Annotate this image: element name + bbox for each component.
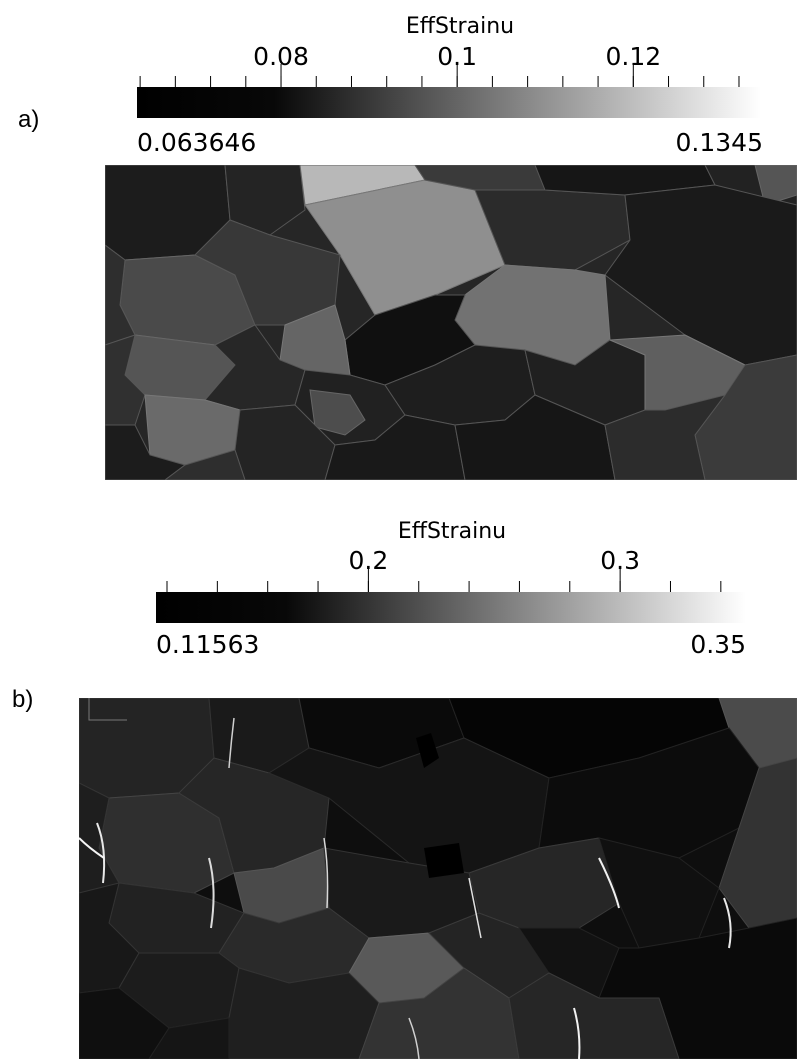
bright-boundary <box>96 822 106 884</box>
colorbar-a-max-label: 0.1345 <box>675 128 763 157</box>
bright-boundary <box>573 1007 581 1059</box>
colorbar-tick-label: 0.1 <box>437 42 478 71</box>
bright-boundary <box>323 837 329 909</box>
colorbar-a-ticks <box>139 64 740 100</box>
colorbar-b-max-label: 0.35 <box>690 630 746 659</box>
colorbar-tick-label: 0.2 <box>348 546 389 575</box>
grain <box>424 843 464 878</box>
grain <box>754 165 797 206</box>
grain <box>224 165 306 236</box>
colorbar-a-scale <box>137 64 761 118</box>
panel-b-label: b) <box>12 686 34 713</box>
grain <box>309 389 366 436</box>
bright-boundary <box>228 717 235 769</box>
colorbar-b-title: EffStrainu <box>397 519 507 544</box>
colorbar-tick-label: 0.3 <box>600 546 641 575</box>
colorbar-b-scale <box>156 569 746 623</box>
colorbar-b-min-label: 0.11563 <box>156 630 260 659</box>
colorbar-tick-label: 0.08 <box>253 42 309 71</box>
bright-boundary <box>598 857 620 909</box>
colorbar-a-gradient <box>137 87 761 118</box>
colorbar-tick-label: 0.12 <box>605 42 662 71</box>
colorbar-b-gradient <box>156 592 746 623</box>
grain <box>105 244 136 346</box>
axes-triad <box>88 698 127 721</box>
bright-boundary <box>79 837 105 859</box>
grain <box>164 449 246 480</box>
grain <box>228 967 380 1059</box>
bright-boundary <box>408 1017 420 1059</box>
grain-map-b <box>79 698 797 1059</box>
grain <box>508 972 680 1059</box>
bright-boundary <box>468 877 482 939</box>
grain <box>79 782 120 894</box>
grain <box>604 394 727 480</box>
grain <box>604 184 797 366</box>
panel-a-label: a) <box>18 106 40 133</box>
grain-map-a <box>105 165 797 480</box>
bright-boundary <box>208 857 215 929</box>
bright-boundary <box>723 897 732 949</box>
grain <box>416 733 439 768</box>
colorbar-a-min-label: 0.063646 <box>137 128 257 157</box>
colorbar-a-title: EffStrainu <box>405 14 515 39</box>
grain <box>148 1017 230 1059</box>
